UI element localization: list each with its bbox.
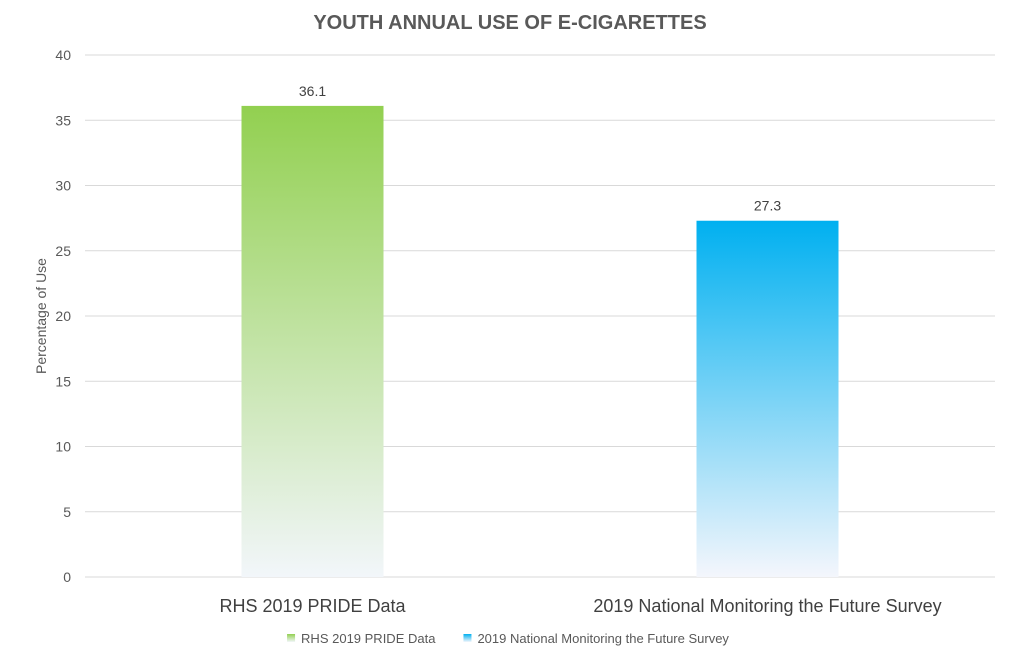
data-label: 27.3 bbox=[754, 198, 781, 214]
x-category-label: RHS 2019 PRIDE Data bbox=[219, 596, 406, 616]
bar bbox=[696, 220, 839, 578]
legend: RHS 2019 PRIDE Data 2019 National Monitor… bbox=[287, 631, 729, 646]
bars bbox=[241, 105, 839, 578]
y-tick-label: 10 bbox=[55, 439, 71, 455]
legend-label: 2019 National Monitoring the Future Surv… bbox=[477, 631, 729, 646]
y-tick-label: 15 bbox=[55, 373, 71, 389]
y-tick-label: 5 bbox=[63, 504, 71, 520]
legend-swatch bbox=[287, 634, 296, 642]
data-label: 36.1 bbox=[299, 83, 326, 99]
chart-title: YOUTH ANNUAL USE OF E-CIGARETTES bbox=[313, 12, 706, 34]
y-tick-label: 40 bbox=[55, 47, 71, 63]
y-tick-label: 0 bbox=[63, 569, 71, 585]
legend-label: RHS 2019 PRIDE Data bbox=[301, 631, 436, 646]
y-tick-label: 20 bbox=[55, 308, 71, 324]
y-axis-ticks: 0 5 10 15 20 25 30 35 40 bbox=[55, 47, 71, 585]
legend-entry: RHS 2019 PRIDE Data bbox=[287, 631, 436, 646]
bar bbox=[241, 105, 384, 578]
legend-entry: 2019 National Monitoring the Future Surv… bbox=[463, 631, 729, 646]
x-category-label: 2019 National Monitoring the Future Surv… bbox=[593, 596, 941, 616]
y-tick-label: 30 bbox=[55, 178, 71, 194]
legend-swatch bbox=[463, 634, 472, 642]
data-labels: 36.1 27.3 bbox=[299, 83, 781, 214]
gridlines bbox=[85, 54, 995, 578]
y-axis-label: Percentage of Use bbox=[33, 258, 49, 374]
y-tick-label: 25 bbox=[55, 243, 71, 259]
y-tick-label: 35 bbox=[55, 112, 71, 128]
category-labels: RHS 2019 PRIDE Data 2019 National Monitor… bbox=[219, 596, 941, 616]
